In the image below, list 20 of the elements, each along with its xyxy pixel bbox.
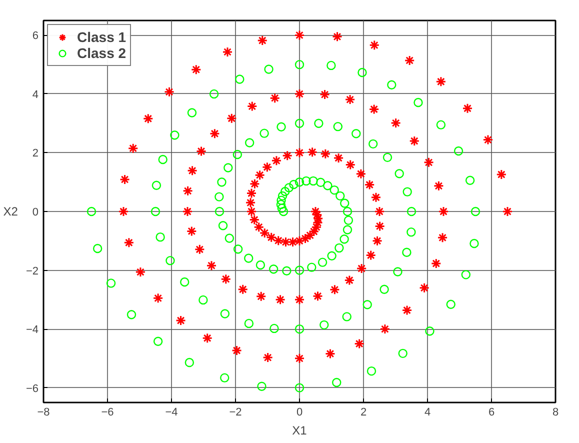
- legend-label: Class 2: [77, 45, 126, 61]
- y-tick-label: −6: [26, 382, 39, 395]
- x-tick-label: −6: [101, 406, 114, 418]
- legend-label: Class 1: [77, 29, 126, 45]
- y-tick-label: 4: [32, 88, 39, 101]
- y-tick-label: −2: [26, 265, 39, 278]
- x-tick-label: 0: [296, 406, 303, 418]
- y-tick-label: 0: [32, 206, 39, 218]
- y-tick-label: −4: [26, 324, 39, 336]
- x-tick-label: −8: [37, 406, 50, 418]
- x-tick-label: 6: [488, 406, 495, 418]
- y-tick-label: 6: [32, 30, 39, 42]
- x-tick-label: 2: [360, 406, 367, 418]
- y-axis-title: X2: [3, 204, 18, 218]
- x-tick-label: 8: [552, 406, 559, 418]
- x-tick-label: −2: [229, 406, 242, 418]
- x-tick-label: 4: [424, 406, 431, 418]
- x-axis-title: X1: [292, 424, 308, 438]
- y-tick-label: 2: [32, 148, 39, 160]
- x-tick-label: −4: [165, 406, 178, 418]
